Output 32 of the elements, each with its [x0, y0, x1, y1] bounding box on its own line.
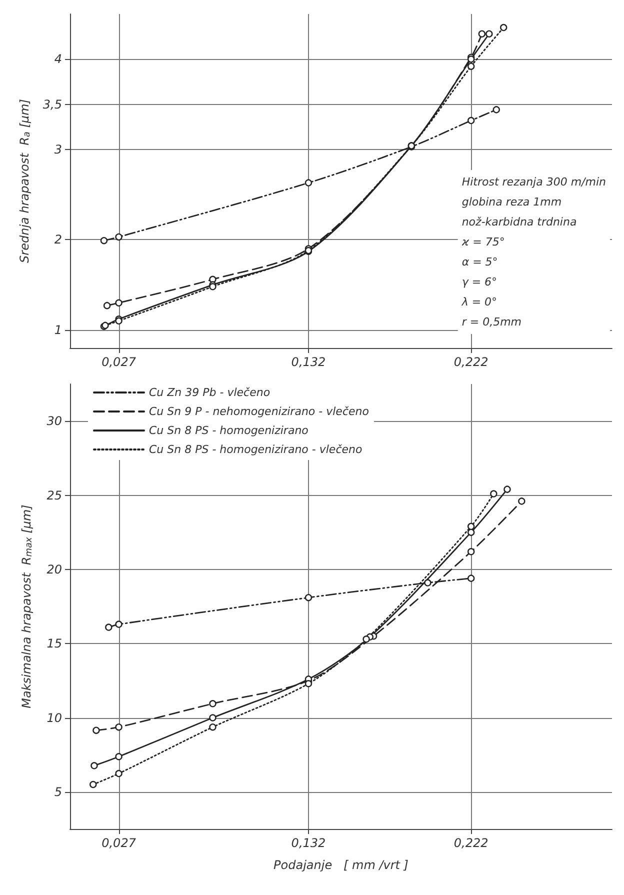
legend-label: Cu Sn 8 PS - homogenizirano - vlečeno: [149, 443, 362, 456]
legend-label: Cu Zn 39 Pb - vlečeno: [149, 386, 270, 399]
y-tick-label: 20: [46, 562, 62, 576]
x-tick-label: 0,222: [454, 836, 488, 850]
y-tick-label: 15: [46, 636, 62, 651]
legend-label: Cu Sn 8 PS - homogenizirano: [149, 424, 309, 437]
y-tick-label: 10: [46, 710, 62, 725]
y-axis-title: Srednja hrapavost Ra [μm]: [18, 98, 33, 263]
y-tick-label: 1: [54, 322, 62, 337]
annotation: γ = 6°: [462, 276, 498, 288]
annotation: λ = 0°: [460, 296, 498, 308]
annotation: ϰ = 75°: [460, 236, 505, 248]
annotation: globina reza 1mm: [462, 196, 562, 208]
y-tick-label: 3,5: [42, 97, 62, 112]
annotation: Hitrost rezanja 300 m/min: [462, 176, 606, 188]
y-tick-label: 4: [54, 52, 62, 66]
annotation: r = 0,5mm: [462, 316, 522, 328]
annotation: nož-karbidna trdnina: [462, 216, 577, 228]
y-tick-label: 30: [46, 414, 62, 428]
x-tick-label: 0,027: [102, 836, 136, 850]
x-tick-label: 0,132: [291, 836, 326, 850]
x-tick-label: 0,132: [291, 355, 326, 369]
y-axis-title: Maksimalna hrapavost Rmax [μm]: [20, 504, 34, 708]
x-tick-label: 0,222: [454, 355, 488, 369]
annotation: α = 5°: [462, 256, 498, 268]
x-tick-label: 0,027: [102, 355, 136, 369]
y-tick-label: 2: [54, 232, 62, 247]
legend-label: Cu Sn 9 P - nehomogenizirano - vlečeno: [149, 405, 370, 418]
y-tick-label: 25: [46, 488, 62, 502]
y-tick-label: 5: [54, 784, 62, 799]
x-axis-title: Podajanje [ mm /vrt ]: [274, 858, 409, 872]
y-tick-label: 3: [54, 142, 62, 156]
